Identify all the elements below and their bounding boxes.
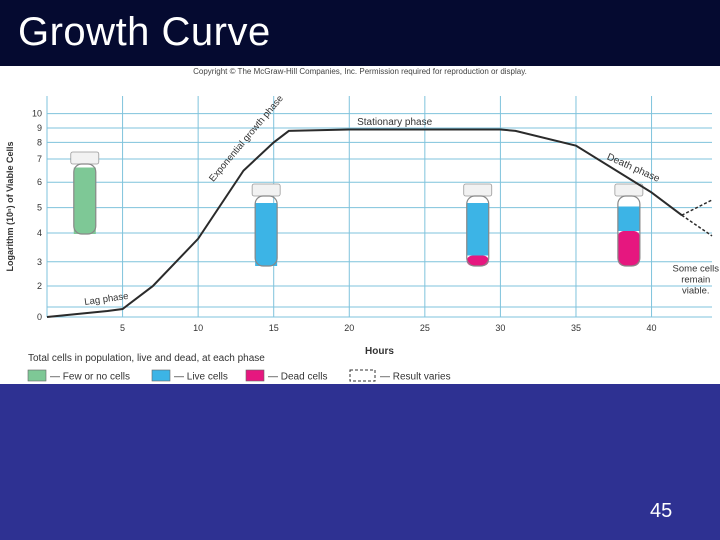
tube-cap [70, 151, 100, 165]
legend-label: — Result varies [380, 372, 451, 383]
tube-liquid-live [466, 203, 489, 256]
tube-outline [254, 195, 278, 267]
growth-curve-chart: 0 2 3 4 5 6 7 8 9 10 5 10 15 20 25 30 35 40 Hours Logarithm… [5, 93, 720, 383]
tube-outline [466, 195, 490, 267]
legend-swatch [27, 369, 47, 382]
tube-liquid-live [617, 206, 640, 231]
tube-liquid-live [73, 167, 96, 234]
result-varies-line [681, 199, 713, 216]
legend-swatch [349, 369, 376, 382]
tube-liquid-dead [617, 231, 640, 266]
y-tick-label: 10 [32, 109, 42, 119]
result-varies-line [681, 214, 713, 237]
y-tick-label: 2 [37, 281, 42, 291]
legend-label: — Dead cells [268, 372, 327, 383]
tube-cap [251, 183, 281, 197]
tube-cap [463, 183, 493, 197]
annotation-stationary-phase: Stationary phase [357, 117, 432, 128]
x-tick-label: 15 [269, 323, 279, 333]
tube-liquid-live [255, 203, 278, 266]
annotation-some-cells-viable: Some cells remain viable. [673, 263, 720, 296]
legend-swatch [245, 369, 265, 382]
slide-number: 45 [650, 500, 673, 522]
x-tick-label: 5 [120, 323, 125, 333]
copyright-notice: Copyright © The McGraw-Hill Companies, I… [193, 67, 527, 76]
growth-curve-figure: Copyright © The McGraw-Hill Companies, I… [0, 66, 720, 384]
tube-outline [617, 195, 641, 267]
slide-title: Growth Curve [18, 10, 271, 54]
x-tick-label: 10 [193, 323, 203, 333]
y-tick-label: 0 [37, 312, 42, 322]
legend-swatch [151, 369, 171, 382]
legend-label: — Few or no cells [50, 372, 130, 383]
tube-cap [614, 183, 644, 197]
tube-outline [73, 163, 97, 235]
y-tick-label: 9 [37, 123, 42, 133]
x-tick-label: 30 [495, 323, 505, 333]
y-tick-label: 6 [37, 177, 42, 187]
x-axis-label: Hours [365, 346, 394, 357]
growth-curve-line [46, 128, 683, 318]
y-tick-label: 5 [37, 203, 42, 213]
x-tick-label: 35 [571, 323, 581, 333]
x-tick-label: 20 [344, 323, 354, 333]
x-tick-label: 25 [420, 323, 430, 333]
y-tick-label: 3 [37, 257, 42, 267]
y-axis-label: Logarithm (10ⁿ) of Viable Cells [5, 142, 15, 272]
y-tick-label: 7 [37, 154, 42, 164]
x-tick-label: 40 [647, 323, 657, 333]
title-bar: Growth Curve [0, 0, 720, 66]
legend-label: — Live cells [174, 372, 228, 383]
legend-caption: Total cells in population, live and dead… [28, 353, 265, 364]
y-tick-label: 4 [37, 228, 42, 238]
tube-liquid-dead [466, 255, 489, 266]
y-tick-label: 8 [37, 137, 42, 147]
